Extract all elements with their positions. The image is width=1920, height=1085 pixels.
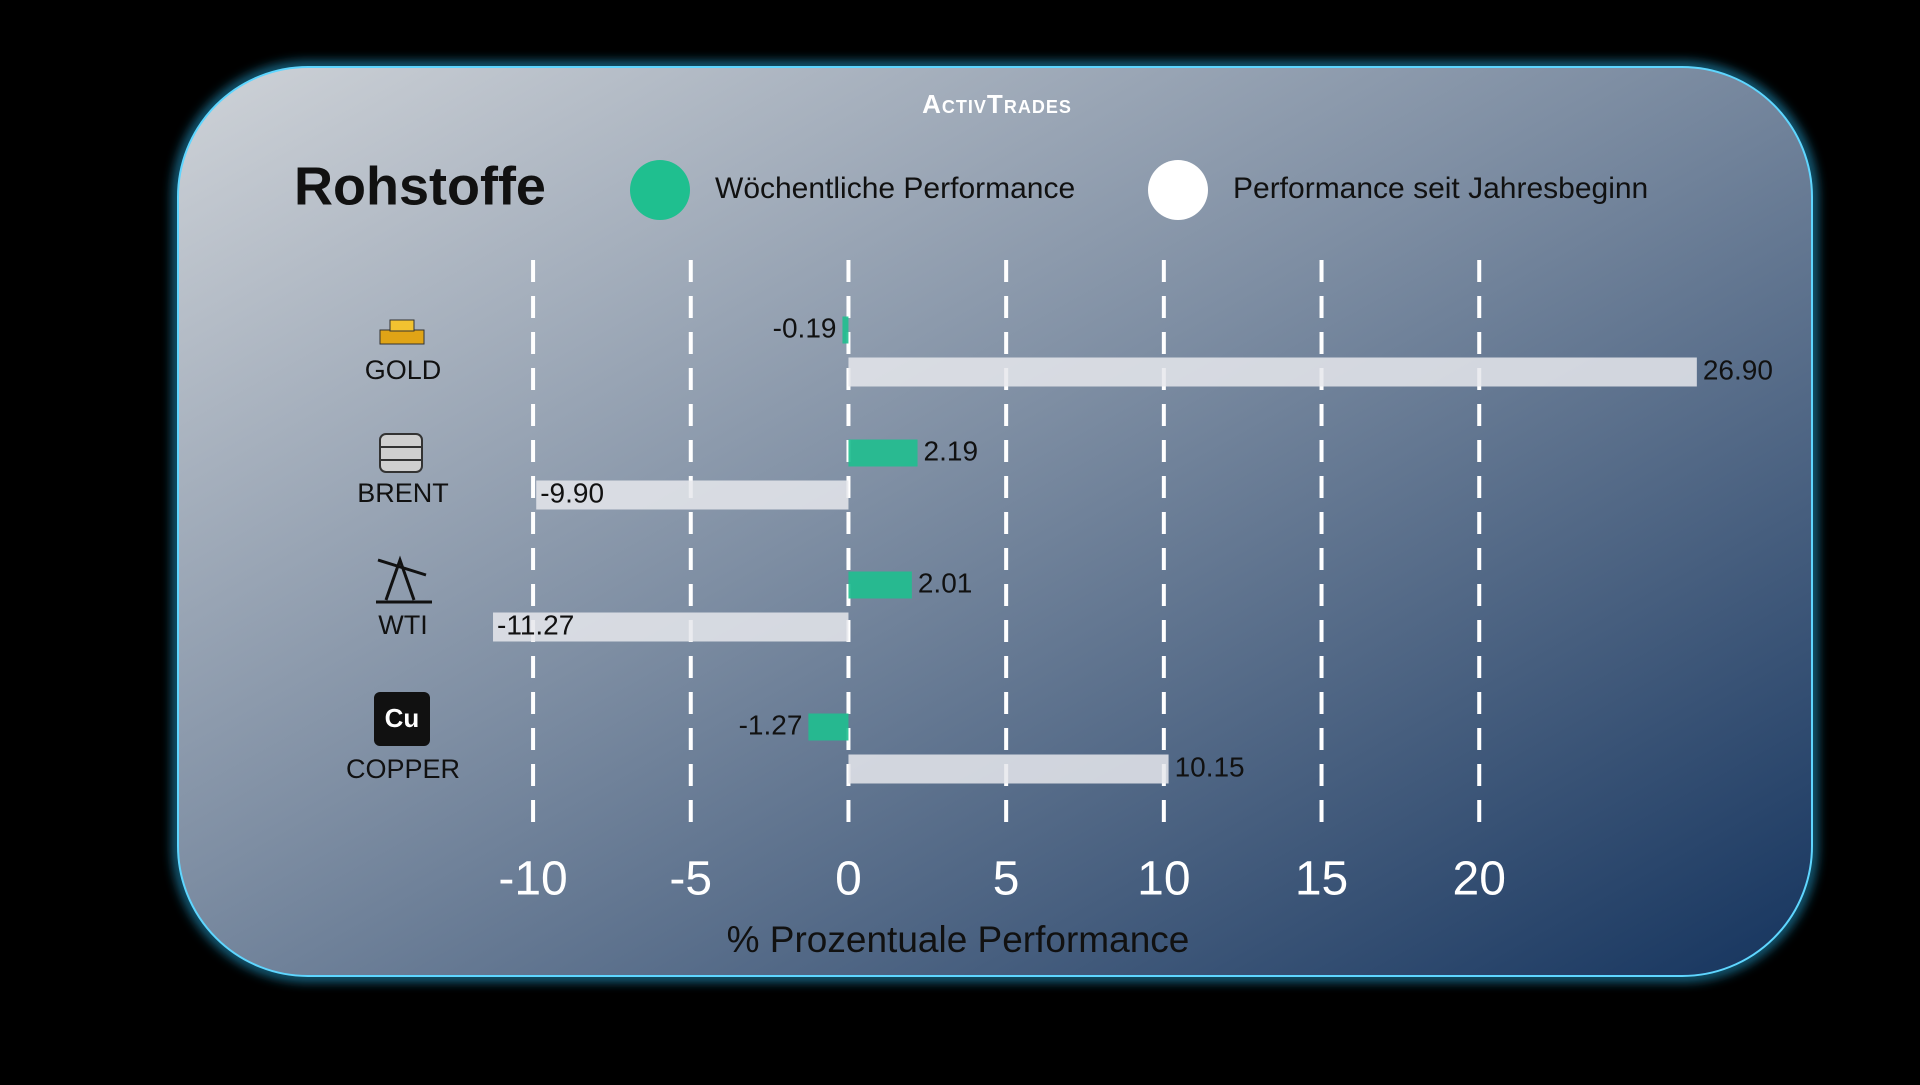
x-axis-label: % Prozentuale Performance <box>727 919 1190 960</box>
x-tick-label: 5 <box>993 853 1020 906</box>
value-label: -9.90 <box>540 477 604 508</box>
copper-icon: Cu <box>374 692 430 746</box>
value-label: 2.19 <box>924 435 979 466</box>
x-tick-label: 15 <box>1295 853 1348 906</box>
bar <box>848 357 1697 387</box>
logo: ActivTrades <box>922 89 1072 119</box>
svg-text:Cu: Cu <box>385 703 420 733</box>
category-label: COPPER <box>346 754 460 784</box>
x-tick-label: -10 <box>498 853 567 906</box>
value-label: 26.90 <box>1703 354 1773 385</box>
bar <box>848 439 918 467</box>
x-tick-label: 0 <box>835 853 862 906</box>
value-label: -0.19 <box>773 312 837 343</box>
panel <box>177 66 1813 977</box>
chart-title: Rohstoffe <box>294 156 546 216</box>
x-tick-label: -5 <box>669 853 712 906</box>
bar <box>808 713 849 741</box>
legend-label: Wöchentliche Performance <box>715 172 1075 205</box>
bar <box>848 754 1169 784</box>
value-label: 2.01 <box>918 567 973 598</box>
value-label: -11.27 <box>497 609 574 640</box>
bar <box>848 571 912 599</box>
category-label: BRENT <box>357 478 449 508</box>
category-label: GOLD <box>365 355 442 385</box>
x-tick-label: 10 <box>1137 853 1190 906</box>
brent-icon <box>379 433 423 473</box>
legend-swatch <box>1148 160 1208 220</box>
legend-label: Performance seit Jahresbeginn <box>1233 172 1648 205</box>
x-tick-label: 20 <box>1453 853 1506 906</box>
bar <box>493 612 849 642</box>
bar <box>842 316 849 344</box>
bar <box>536 480 849 510</box>
value-label: 10.15 <box>1175 751 1245 782</box>
wti-icon <box>376 555 432 604</box>
legend-swatch <box>630 160 690 220</box>
value-label: -1.27 <box>739 709 803 740</box>
gold-icon <box>379 319 425 345</box>
category-label: WTI <box>378 610 427 640</box>
